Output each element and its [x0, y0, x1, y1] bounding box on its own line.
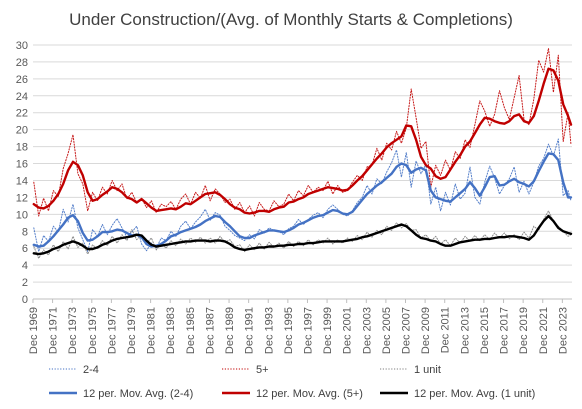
- x-tick-label: Dec 2017: [499, 307, 511, 354]
- legend-label: 1 unit: [414, 364, 441, 376]
- legend-label: 12 per. Mov. Avg. (5+): [256, 388, 363, 400]
- y-tick-label: 22: [16, 108, 28, 120]
- legend-label: 2-4: [83, 364, 99, 376]
- legend-label: 12 per. Mov. Avg. (1 unit): [414, 388, 535, 400]
- x-tick-label: Dec 2013: [459, 307, 471, 354]
- x-tick-label: Dec 1985: [185, 307, 197, 354]
- x-tick-label: Dec 1991: [244, 307, 256, 354]
- x-tick-label: Dec 1999: [322, 307, 334, 354]
- x-tick-label: Dec 1973: [67, 307, 79, 354]
- x-tick-label: Dec 1971: [48, 307, 60, 354]
- x-tick-label: Dec 1989: [224, 307, 236, 354]
- x-tick-label: Dec 2015: [479, 307, 491, 354]
- y-tick-label: 26: [16, 74, 28, 86]
- x-tick-label: Dec 2003: [361, 307, 373, 354]
- series-line-5: [33, 47, 572, 217]
- x-tick-label: Dec 2023: [557, 307, 569, 354]
- legend: 2-4 5+ 1 unit 12 per. Mov. Avg. (2-4) 12 per…: [49, 364, 535, 400]
- x-tick-label: Dec 2019: [518, 307, 530, 354]
- x-tick-label: Dec 1997: [302, 307, 314, 354]
- chart-title: Under Construction/(Avg. of Monthly Star…: [69, 10, 513, 29]
- x-tick-label: Dec 2009: [420, 307, 432, 354]
- y-tick-label: 30: [16, 40, 28, 52]
- y-tick-label: 18: [16, 142, 28, 154]
- x-tick-label: Dec 2005: [381, 307, 393, 354]
- y-tick-label: 6: [22, 243, 28, 255]
- y-tick-label: 0: [22, 294, 28, 306]
- series-line-12-per-mov-avg-2-4: [32, 152, 573, 248]
- x-tick-label: Dec 1975: [87, 307, 99, 354]
- legend-label: 5+: [256, 364, 269, 376]
- series-layer: [32, 47, 573, 259]
- y-tick-label: 2: [22, 277, 28, 289]
- gridlines: [33, 44, 572, 300]
- y-tick-label: 4: [22, 260, 28, 272]
- x-tick-label: Dec 1979: [126, 307, 138, 354]
- y-tick-label: 10: [16, 209, 28, 221]
- x-tick-label: Dec 1969: [28, 307, 40, 354]
- series-line-12-per-mov-avg-1-unit: [32, 214, 573, 256]
- x-tick-label: Dec 1977: [106, 307, 118, 354]
- y-tick-label: 12: [16, 192, 28, 204]
- y-tick-label: 20: [16, 125, 28, 137]
- x-tick-label: Dec 1983: [165, 307, 177, 354]
- y-tick-label: 16: [16, 159, 28, 171]
- legend-label: 12 per. Mov. Avg. (2-4): [83, 388, 193, 400]
- y-tick-label: 28: [16, 57, 28, 69]
- y-tick-label: 14: [16, 175, 28, 187]
- x-tick-label: Dec 1993: [263, 307, 275, 354]
- series-line-12-per-mov-avg-5: [32, 67, 573, 215]
- x-tick-label: Dec 2021: [538, 307, 550, 354]
- x-tick-label: Dec 2011: [440, 307, 452, 353]
- x-tick-label: Dec 1995: [283, 307, 295, 354]
- x-tick-label: Dec 1981: [146, 307, 158, 354]
- series-line-1-unit: [33, 210, 572, 259]
- y-tick-label: 24: [16, 91, 28, 103]
- y-tick-label: 8: [22, 226, 28, 238]
- x-tick-label: Dec 2007: [401, 307, 413, 354]
- x-tick-label: Dec 1987: [204, 307, 216, 354]
- x-tick-label: Dec 2001: [342, 307, 354, 354]
